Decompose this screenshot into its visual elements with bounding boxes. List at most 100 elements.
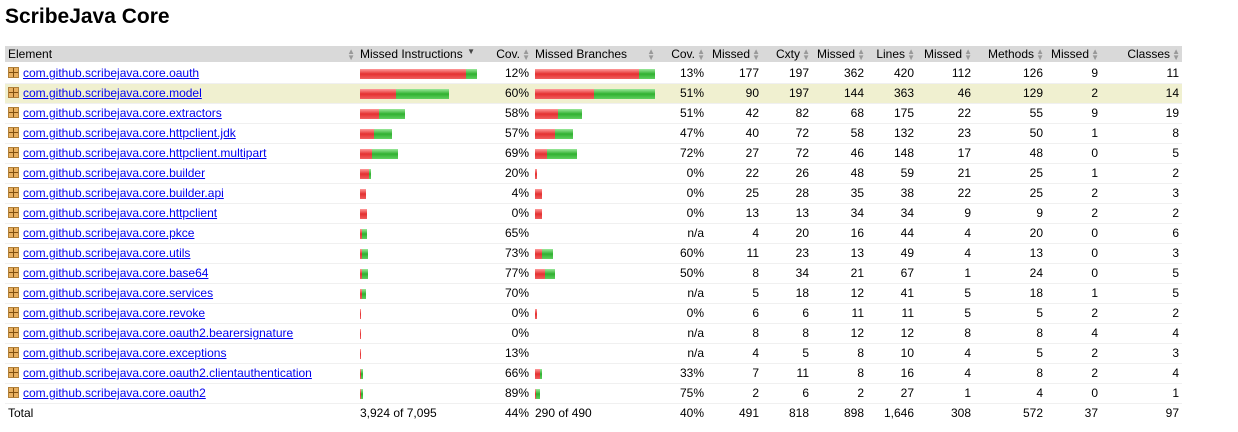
branches-bar-cell	[532, 263, 657, 284]
package-link[interactable]: com.github.scribejava.core.extractors	[23, 106, 222, 120]
branch-coverage: n/a	[657, 283, 707, 304]
missed-classes: 2	[1046, 83, 1101, 104]
instructions-bar-cell	[357, 363, 477, 384]
col-complexity-header[interactable]: Cxty ▲ ▼	[762, 46, 812, 64]
package-link[interactable]: com.github.scribejava.core.utils	[23, 246, 191, 260]
package-link[interactable]: com.github.scribejava.core.httpclient.mu…	[23, 146, 267, 160]
missed-lines: 34	[812, 203, 867, 224]
package-link[interactable]: com.github.scribejava.core.builder.api	[23, 186, 224, 200]
missed-bar-segment	[535, 148, 547, 159]
branch-coverage: 0%	[657, 203, 707, 224]
package-icon	[8, 267, 19, 278]
covered-bar-segment	[542, 248, 553, 259]
header-label: Cov.	[496, 47, 520, 61]
complexity: 23	[762, 243, 812, 264]
covered-bar-segment	[540, 368, 542, 379]
col-instruction-coverage-header[interactable]: Cov. ▲ ▼	[477, 46, 532, 64]
lines: 16	[867, 363, 917, 384]
col-missed-branches-header[interactable]: Missed Branches ▲ ▼	[532, 46, 657, 64]
col-missed-complexity-header[interactable]: Missed ▲ ▼	[707, 46, 762, 64]
instructions-bar	[360, 188, 366, 199]
complexity: 26	[762, 163, 812, 184]
header-label: Classes	[1127, 47, 1170, 61]
branch-coverage: 50%	[657, 263, 707, 284]
package-link[interactable]: com.github.scribejava.core.httpclient.jd…	[23, 126, 236, 140]
methods: 50	[974, 123, 1046, 144]
package-link[interactable]: com.github.scribejava.core.pkce	[23, 226, 195, 240]
missed-complexity: 40	[707, 123, 762, 144]
col-methods-header[interactable]: Methods ▲ ▼	[974, 46, 1046, 64]
missed-complexity: 25	[707, 183, 762, 204]
sort-arrows-icon: ▲ ▼	[964, 47, 972, 62]
total-missed-complexity: 491	[707, 402, 762, 423]
package-link[interactable]: com.github.scribejava.core.revoke	[23, 306, 206, 320]
sort-arrows-icon: ▲ ▼	[907, 47, 915, 62]
package-link[interactable]: com.github.scribejava.core.oauth	[23, 66, 200, 81]
missed-methods: 8	[917, 323, 974, 344]
missed-bar-segment	[535, 368, 540, 379]
col-classes-header[interactable]: Classes ▲ ▼	[1101, 46, 1182, 64]
instructions-bar-cell	[357, 303, 477, 324]
branches-bar	[535, 128, 573, 139]
package-icon	[8, 227, 19, 238]
missed-bar-segment	[360, 168, 369, 179]
branch-coverage: n/a	[657, 223, 707, 244]
branches-bar-cell	[532, 303, 657, 324]
col-missed-instructions-header[interactable]: Missed Instructions ▼	[357, 46, 477, 64]
instructions-bar-cell	[357, 283, 477, 304]
col-element-header[interactable]: Element ▲ ▼	[5, 46, 357, 64]
covered-bar-segment	[362, 268, 368, 279]
col-missed-classes-header[interactable]: Missed ▲ ▼	[1046, 46, 1101, 64]
lines: 34	[867, 203, 917, 224]
table-row: com.github.scribejava.core.oauth 12% 13% 17…	[5, 63, 1182, 84]
table-row: com.github.scribejava.core.httpclient 0% 0…	[5, 203, 1182, 224]
missed-lines: 58	[812, 123, 867, 144]
package-link[interactable]: com.github.scribejava.core.exceptions	[23, 346, 227, 360]
lines: 420	[867, 63, 917, 84]
methods: 8	[974, 363, 1046, 384]
covered-bar-segment	[545, 268, 555, 279]
instructions-bar-cell	[357, 263, 477, 284]
package-link[interactable]: com.github.scribejava.core.model	[23, 86, 202, 100]
branches-bar-cell	[532, 203, 657, 224]
total-methods: 572	[974, 402, 1046, 423]
package-link[interactable]: com.github.scribejava.core.builder	[23, 166, 206, 180]
element-cell: com.github.scribejava.core.exceptions	[5, 343, 357, 364]
lines: 27	[867, 383, 917, 404]
package-link[interactable]: com.github.scribejava.core.oauth2.client…	[23, 366, 312, 380]
missed-methods: 5	[917, 283, 974, 304]
missed-bar-segment	[360, 308, 361, 319]
element-cell: com.github.scribejava.core.services	[5, 283, 357, 304]
branch-coverage: n/a	[657, 343, 707, 364]
missed-bar-segment	[360, 148, 372, 159]
lines: 49	[867, 243, 917, 264]
instructions-bar-cell	[357, 123, 477, 144]
coverage-table: Element ▲ ▼ Missed Instructions ▼ Cov. ▲ ▼ Misse…	[5, 46, 1182, 423]
missed-methods: 17	[917, 143, 974, 164]
col-missed-methods-header[interactable]: Missed ▲ ▼	[917, 46, 974, 64]
missed-methods: 46	[917, 83, 974, 104]
package-link[interactable]: com.github.scribejava.core.base64	[23, 266, 209, 280]
page-title: ScribeJava Core	[5, 5, 170, 28]
missed-methods: 23	[917, 123, 974, 144]
missed-classes: 0	[1046, 383, 1101, 404]
package-link[interactable]: com.github.scribejava.core.oauth2.bearer…	[23, 326, 294, 340]
package-icon	[8, 147, 19, 158]
complexity: 5	[762, 343, 812, 364]
missed-bar-segment	[360, 268, 362, 279]
lines: 44	[867, 223, 917, 244]
col-branch-coverage-header[interactable]: Cov. ▲ ▼	[657, 46, 707, 64]
col-missed-lines-header[interactable]: Missed ▲ ▼	[812, 46, 867, 64]
col-lines-header[interactable]: Lines ▲ ▼	[867, 46, 917, 64]
package-link[interactable]: com.github.scribejava.core.httpclient	[23, 206, 218, 220]
branches-bar	[535, 188, 542, 199]
table-body: com.github.scribejava.core.oauth 12% 13% 17…	[5, 63, 1182, 404]
lines: 148	[867, 143, 917, 164]
lines: 41	[867, 283, 917, 304]
package-icon	[8, 287, 19, 298]
missed-lines: 35	[812, 183, 867, 204]
package-link[interactable]: com.github.scribejava.core.services	[23, 286, 214, 300]
missed-bar-segment	[535, 188, 542, 199]
covered-bar-segment	[536, 388, 540, 399]
package-link[interactable]: com.github.scribejava.core.oauth2	[23, 386, 206, 400]
